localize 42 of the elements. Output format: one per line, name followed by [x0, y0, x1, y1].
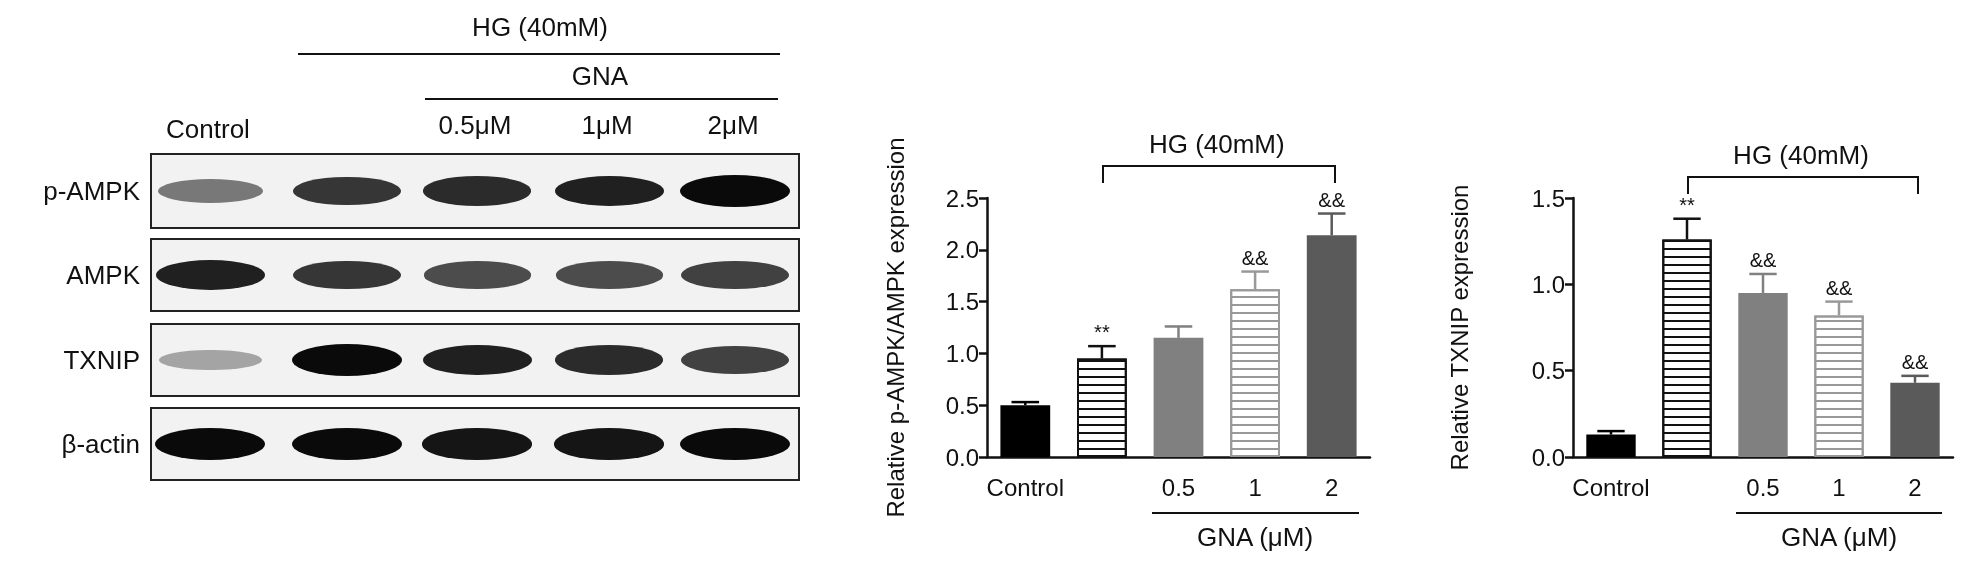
text: HG (40mM): [1148, 129, 1285, 159]
y-tick-label: 2.5: [945, 184, 979, 212]
x-tick-label: 1: [1832, 473, 1846, 501]
annotation: &&: [1825, 276, 1853, 299]
y-tick-label: 1.5: [1531, 184, 1565, 212]
y-tick-label: 1.5: [945, 288, 979, 316]
text: GNA: [571, 61, 629, 91]
x-tick-label: 0.5: [1746, 473, 1780, 501]
y-tick-label: 0.5: [945, 391, 979, 419]
y-axis-title: Relative TXNIP expression: [1445, 184, 1473, 471]
text: 0.0: [1531, 443, 1565, 471]
text: 1.0: [1531, 270, 1565, 298]
text: p-AMPK: [43, 176, 140, 206]
text: β-actin: [61, 429, 140, 459]
bar: [1000, 405, 1051, 457]
x-tick-label: 2: [1325, 473, 1339, 501]
text: 0.0: [945, 443, 979, 471]
annotation: &&: [1241, 246, 1269, 269]
y-axis-title: Relative p-AMPK/AMPK expression: [881, 137, 909, 518]
text: 0.5μM: [438, 110, 512, 140]
text: 2.0: [945, 236, 979, 264]
x-tick-label: 1: [1248, 473, 1262, 501]
text: GNA (μM): [1780, 522, 1898, 552]
text: HG (40mM): [472, 12, 608, 42]
annotation: &&: [1318, 188, 1346, 211]
x-tick-label: Control: [1572, 473, 1650, 501]
text: 1.0: [945, 339, 979, 367]
annotation: **: [1679, 193, 1695, 216]
text: AMPK: [66, 260, 140, 290]
annotation: **: [1094, 321, 1110, 344]
text: 2μM: [707, 110, 759, 140]
bar: [1586, 434, 1636, 457]
x-tick-label: 0.5: [1161, 473, 1196, 501]
x-tick-label: Control: [986, 473, 1064, 501]
text: 1μM: [581, 110, 633, 140]
annotation: &&: [1901, 350, 1929, 373]
text: GNA (μM): [1197, 522, 1314, 552]
x-tick-label: 2: [1908, 473, 1922, 501]
annotation: &&: [1749, 248, 1777, 271]
text: TXNIP: [63, 345, 140, 375]
text: HG (40mM): [1733, 140, 1869, 170]
text: Control: [166, 114, 250, 144]
